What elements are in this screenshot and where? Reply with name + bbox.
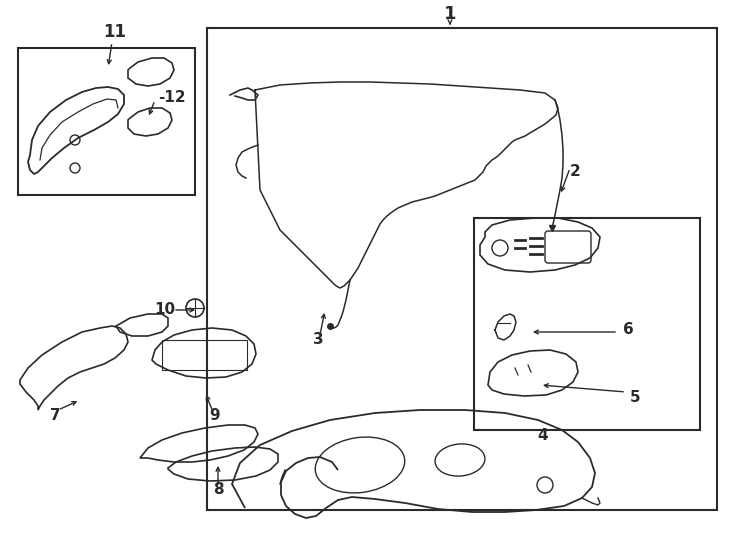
- Text: 2: 2: [570, 165, 581, 179]
- Text: 7: 7: [50, 408, 60, 422]
- Bar: [474, 218, 700, 430]
- Text: 9: 9: [210, 408, 220, 422]
- Bar: [18, 48, 195, 195]
- Text: 6: 6: [623, 322, 633, 338]
- Text: 8: 8: [213, 483, 223, 497]
- Text: 4: 4: [538, 428, 548, 442]
- Text: -12: -12: [158, 91, 186, 105]
- Bar: [162, 340, 247, 370]
- Text: 1: 1: [444, 5, 457, 23]
- Text: 5: 5: [630, 390, 641, 406]
- Text: 11: 11: [103, 23, 126, 41]
- Bar: [207, 28, 717, 510]
- Text: 3: 3: [313, 333, 323, 348]
- Text: 10: 10: [154, 302, 175, 318]
